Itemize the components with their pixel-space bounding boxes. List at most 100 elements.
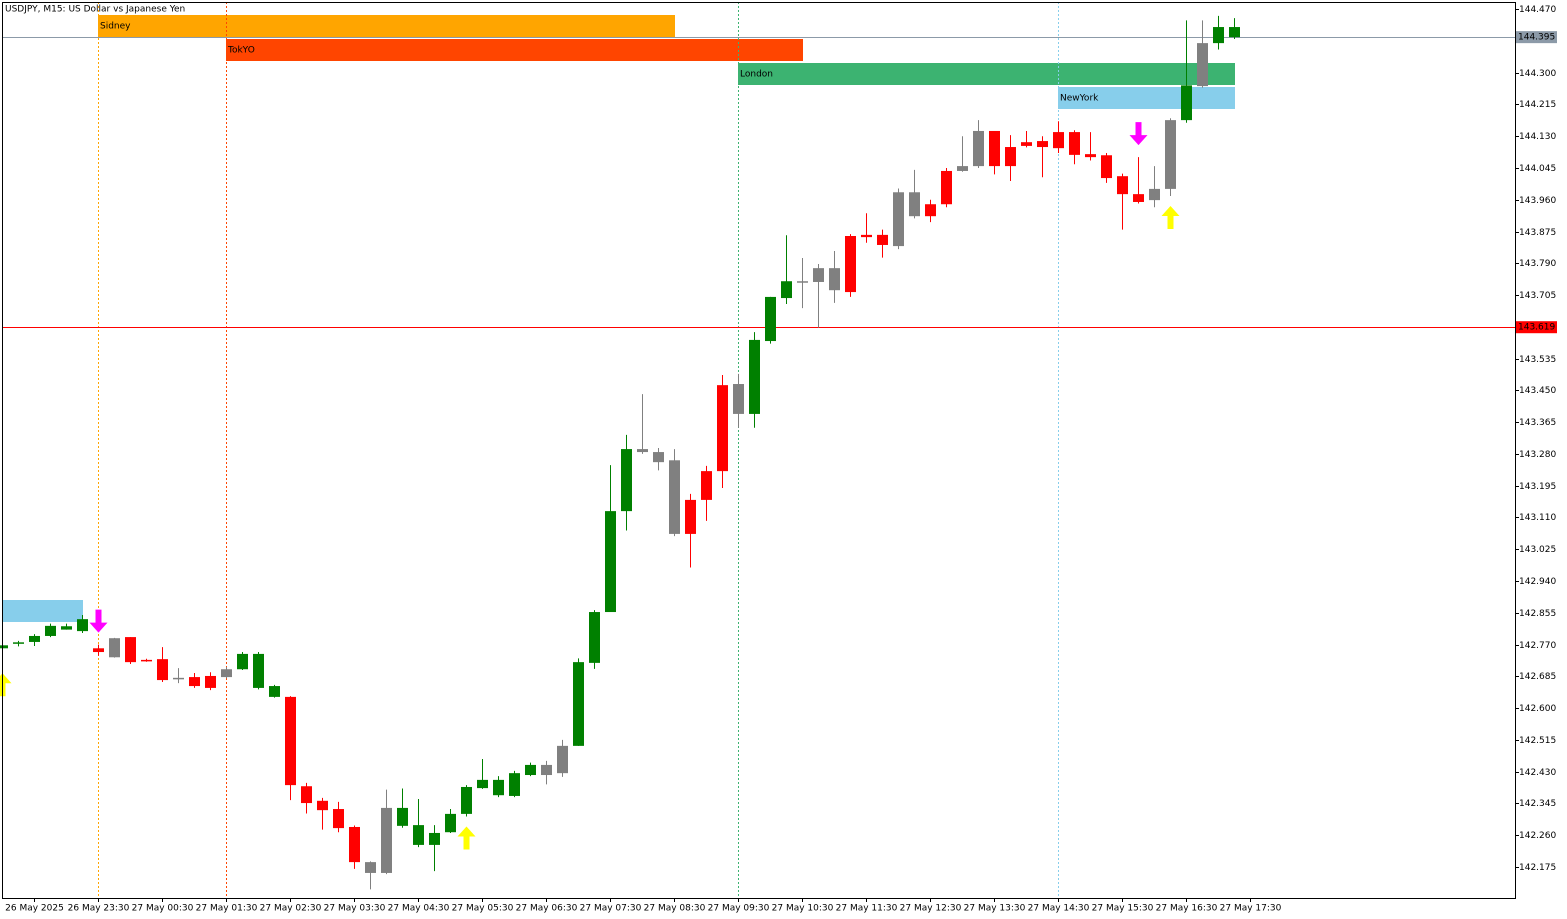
x-tick-label: 27 May 03:30 <box>324 904 386 914</box>
y-tick-label: 143.705 <box>1519 291 1556 301</box>
candle-body <box>1165 120 1176 189</box>
x-tick-label: 27 May 12:30 <box>900 904 962 914</box>
y-tick-label: 144.300 <box>1519 69 1556 79</box>
signal-arrow <box>457 826 476 850</box>
candle-body <box>701 471 712 500</box>
y-tick-label: 142.600 <box>1519 704 1556 714</box>
candle-body <box>365 862 376 873</box>
x-tick-label: 26 May 23:30 <box>68 904 130 914</box>
candle-body <box>733 384 744 414</box>
x-tick-label: 27 May 13:30 <box>964 904 1026 914</box>
candle-body <box>909 192 920 217</box>
candle-body <box>589 612 600 663</box>
candle-body <box>189 677 200 687</box>
y-tick-label: 143.110 <box>1519 513 1556 523</box>
session-label: Sidney <box>100 22 131 32</box>
candle-body <box>61 626 72 630</box>
signal-arrow <box>1129 122 1148 146</box>
candle-body <box>685 499 696 534</box>
x-tick-label: 27 May 11:30 <box>836 904 898 914</box>
y-tick-label: 142.855 <box>1519 609 1556 619</box>
y-tick-label: 142.940 <box>1519 577 1556 587</box>
y-tick-label: 144.045 <box>1519 164 1556 174</box>
x-tick-label: 27 May 14:30 <box>1028 904 1090 914</box>
candle-body <box>973 130 984 167</box>
candle-body <box>1021 142 1032 146</box>
candle-body <box>77 619 88 632</box>
y-tick-label: 142.515 <box>1519 736 1556 746</box>
candle-body <box>669 460 680 534</box>
y-tick-label: 143.365 <box>1519 418 1556 428</box>
x-tick-label: 27 May 17:30 <box>1220 904 1282 914</box>
candle-body <box>1181 85 1192 121</box>
candle-body <box>653 452 664 463</box>
y-tick-label: 143.790 <box>1519 259 1556 269</box>
x-tick-label: 27 May 02:30 <box>260 904 322 914</box>
candle-body <box>541 764 552 776</box>
candle-body <box>397 807 408 826</box>
candle-body <box>429 832 440 845</box>
candle-body <box>333 809 344 829</box>
plot-frame <box>2 2 1516 899</box>
x-tick-label: 27 May 09:30 <box>708 904 770 914</box>
y-tick-label: 143.450 <box>1519 386 1556 396</box>
candle-body <box>269 686 280 697</box>
candle-body <box>13 642 24 644</box>
candle-body <box>237 653 248 670</box>
price-tag <box>1516 31 1557 44</box>
session-label: TokYO <box>227 46 255 56</box>
y-tick-label: 144.130 <box>1519 132 1556 142</box>
y-tick-label: 144.470 <box>1519 5 1556 15</box>
y-tick-label: 143.960 <box>1519 196 1556 206</box>
session-box <box>738 63 1235 85</box>
candle-body <box>1101 155 1112 179</box>
candle-body <box>605 511 616 613</box>
candle-body <box>205 675 216 688</box>
candle-body <box>941 170 952 205</box>
candle-body <box>93 648 104 653</box>
session-label: London <box>740 70 773 80</box>
candle-body <box>573 662 584 746</box>
candle-body <box>989 130 1000 167</box>
candle-body <box>861 234 872 238</box>
candle-body <box>1069 132 1080 155</box>
candle-body <box>717 385 728 472</box>
x-tick-label: 26 May 2025 <box>5 904 64 914</box>
price-tag-label: 144.395 <box>1518 33 1555 43</box>
x-tick-label: 27 May 16:30 <box>1156 904 1218 914</box>
candle-body <box>797 281 808 283</box>
y-tick-label: 144.215 <box>1519 100 1556 110</box>
previous-session-box <box>2 600 83 622</box>
y-tick-label: 142.770 <box>1519 641 1556 651</box>
candle-body <box>621 449 632 512</box>
candle-body <box>637 449 648 453</box>
candle-body <box>1133 194 1144 202</box>
signal-arrow <box>1161 206 1180 230</box>
x-tick-label: 27 May 08:30 <box>644 904 706 914</box>
y-tick-label: 143.025 <box>1519 545 1556 555</box>
candle-body <box>109 638 120 658</box>
session-box <box>226 39 803 61</box>
candle-body <box>477 779 488 789</box>
candle-body <box>445 813 456 833</box>
candle-body <box>1149 188 1160 201</box>
candle-body <box>877 234 888 245</box>
y-tick-label: 143.195 <box>1519 482 1556 492</box>
candle-body <box>829 268 840 291</box>
candle-body <box>0 645 8 649</box>
candle-body <box>125 637 136 663</box>
candle-body <box>925 204 936 217</box>
candle-body <box>413 825 424 845</box>
candle-body <box>1197 43 1208 87</box>
price-tag-label: 143.619 <box>1518 323 1555 333</box>
y-tick-label: 142.260 <box>1519 831 1556 841</box>
candle-body <box>1213 27 1224 44</box>
candle-body <box>301 786 312 804</box>
plot-layer <box>0 15 1515 890</box>
candle-body <box>893 192 904 247</box>
candle-body <box>765 296 776 342</box>
y-tick-label: 143.535 <box>1519 355 1556 365</box>
candle-body <box>1053 132 1064 149</box>
candle-body <box>1229 27 1240 38</box>
